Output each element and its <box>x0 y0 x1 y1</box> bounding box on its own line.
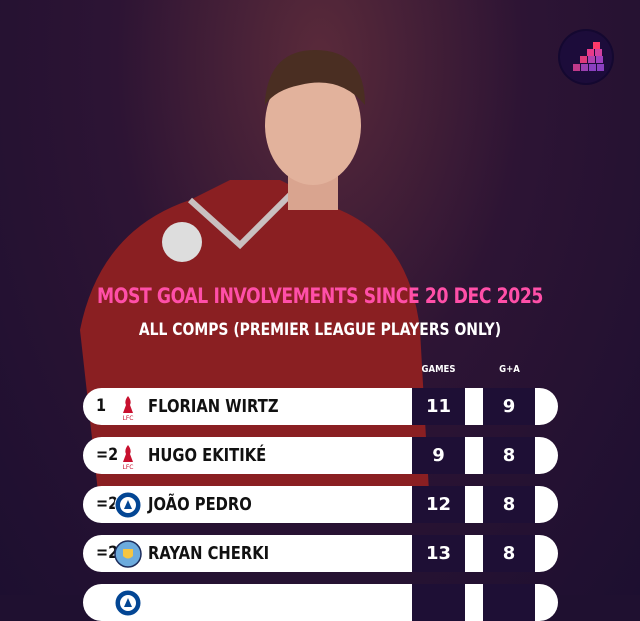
player-pill: =2 LFC HUGO EKITIKÉ <box>83 437 412 474</box>
rank: =2 <box>96 494 119 514</box>
rank: =2 <box>96 543 119 563</box>
chart-subtitle: ALL COMPS (PREMIER LEAGUE PLAYERS ONLY) <box>138 320 502 340</box>
ga-value: 8 <box>483 486 535 523</box>
chelsea-crest-icon <box>114 589 142 617</box>
player-photo <box>80 50 430 510</box>
player-pill <box>83 584 412 621</box>
liverpool-crest-icon: LFC <box>114 442 142 471</box>
ga-value: 9 <box>483 388 535 425</box>
player-name: RAYAN CHERKI <box>148 543 270 564</box>
divider <box>465 437 483 474</box>
player-name: HUGO EKITIKÉ <box>148 445 267 466</box>
svg-text:LFC: LFC <box>123 464 134 470</box>
row-end-cap <box>535 388 558 425</box>
row-end-cap <box>535 486 558 523</box>
liverpool-crest-icon: LFC <box>114 393 142 422</box>
rank: =2 <box>96 445 119 465</box>
table-row: =2 LFC HUGO EKITIKÉ 9 8 <box>83 437 559 474</box>
ga-value <box>483 584 535 621</box>
ga-header: G+A <box>499 364 520 375</box>
table-row: =2 JOÃO PEDRO 12 8 <box>83 486 559 523</box>
player-pill: =2 RAYAN CHERKI <box>83 535 412 572</box>
player-pill: 1 LFC FLORIAN WIRTZ <box>83 388 412 425</box>
table-row <box>83 584 559 621</box>
games-value: 13 <box>412 535 465 572</box>
chart-title: MOST GOAL INVOLVEMENTS SINCE 20 DEC 2025 <box>97 284 543 308</box>
games-value <box>412 584 465 621</box>
ga-value: 8 <box>483 437 535 474</box>
chelsea-crest-icon <box>114 491 142 519</box>
player-name: FLORIAN WIRTZ <box>148 396 279 417</box>
row-end-cap <box>535 437 558 474</box>
svg-text:LFC: LFC <box>123 415 134 421</box>
player-name: JOÃO PEDRO <box>148 494 252 515</box>
divider <box>465 584 483 621</box>
player-pill: =2 JOÃO PEDRO <box>83 486 412 523</box>
divider <box>465 535 483 572</box>
brand-logo <box>560 31 612 83</box>
games-value: 9 <box>412 437 465 474</box>
man-city-crest-icon <box>114 540 142 568</box>
ga-value: 8 <box>483 535 535 572</box>
divider <box>465 388 483 425</box>
divider <box>465 486 483 523</box>
games-value: 11 <box>412 388 465 425</box>
table-row: =2 RAYAN CHERKI 13 8 <box>83 535 559 572</box>
table-row: 1 LFC FLORIAN WIRTZ 11 9 <box>83 388 559 425</box>
games-header: GAMES <box>421 364 456 375</box>
row-end-cap <box>535 535 558 572</box>
rank: 1 <box>96 396 107 416</box>
row-end-cap <box>535 584 558 621</box>
games-value: 12 <box>412 486 465 523</box>
